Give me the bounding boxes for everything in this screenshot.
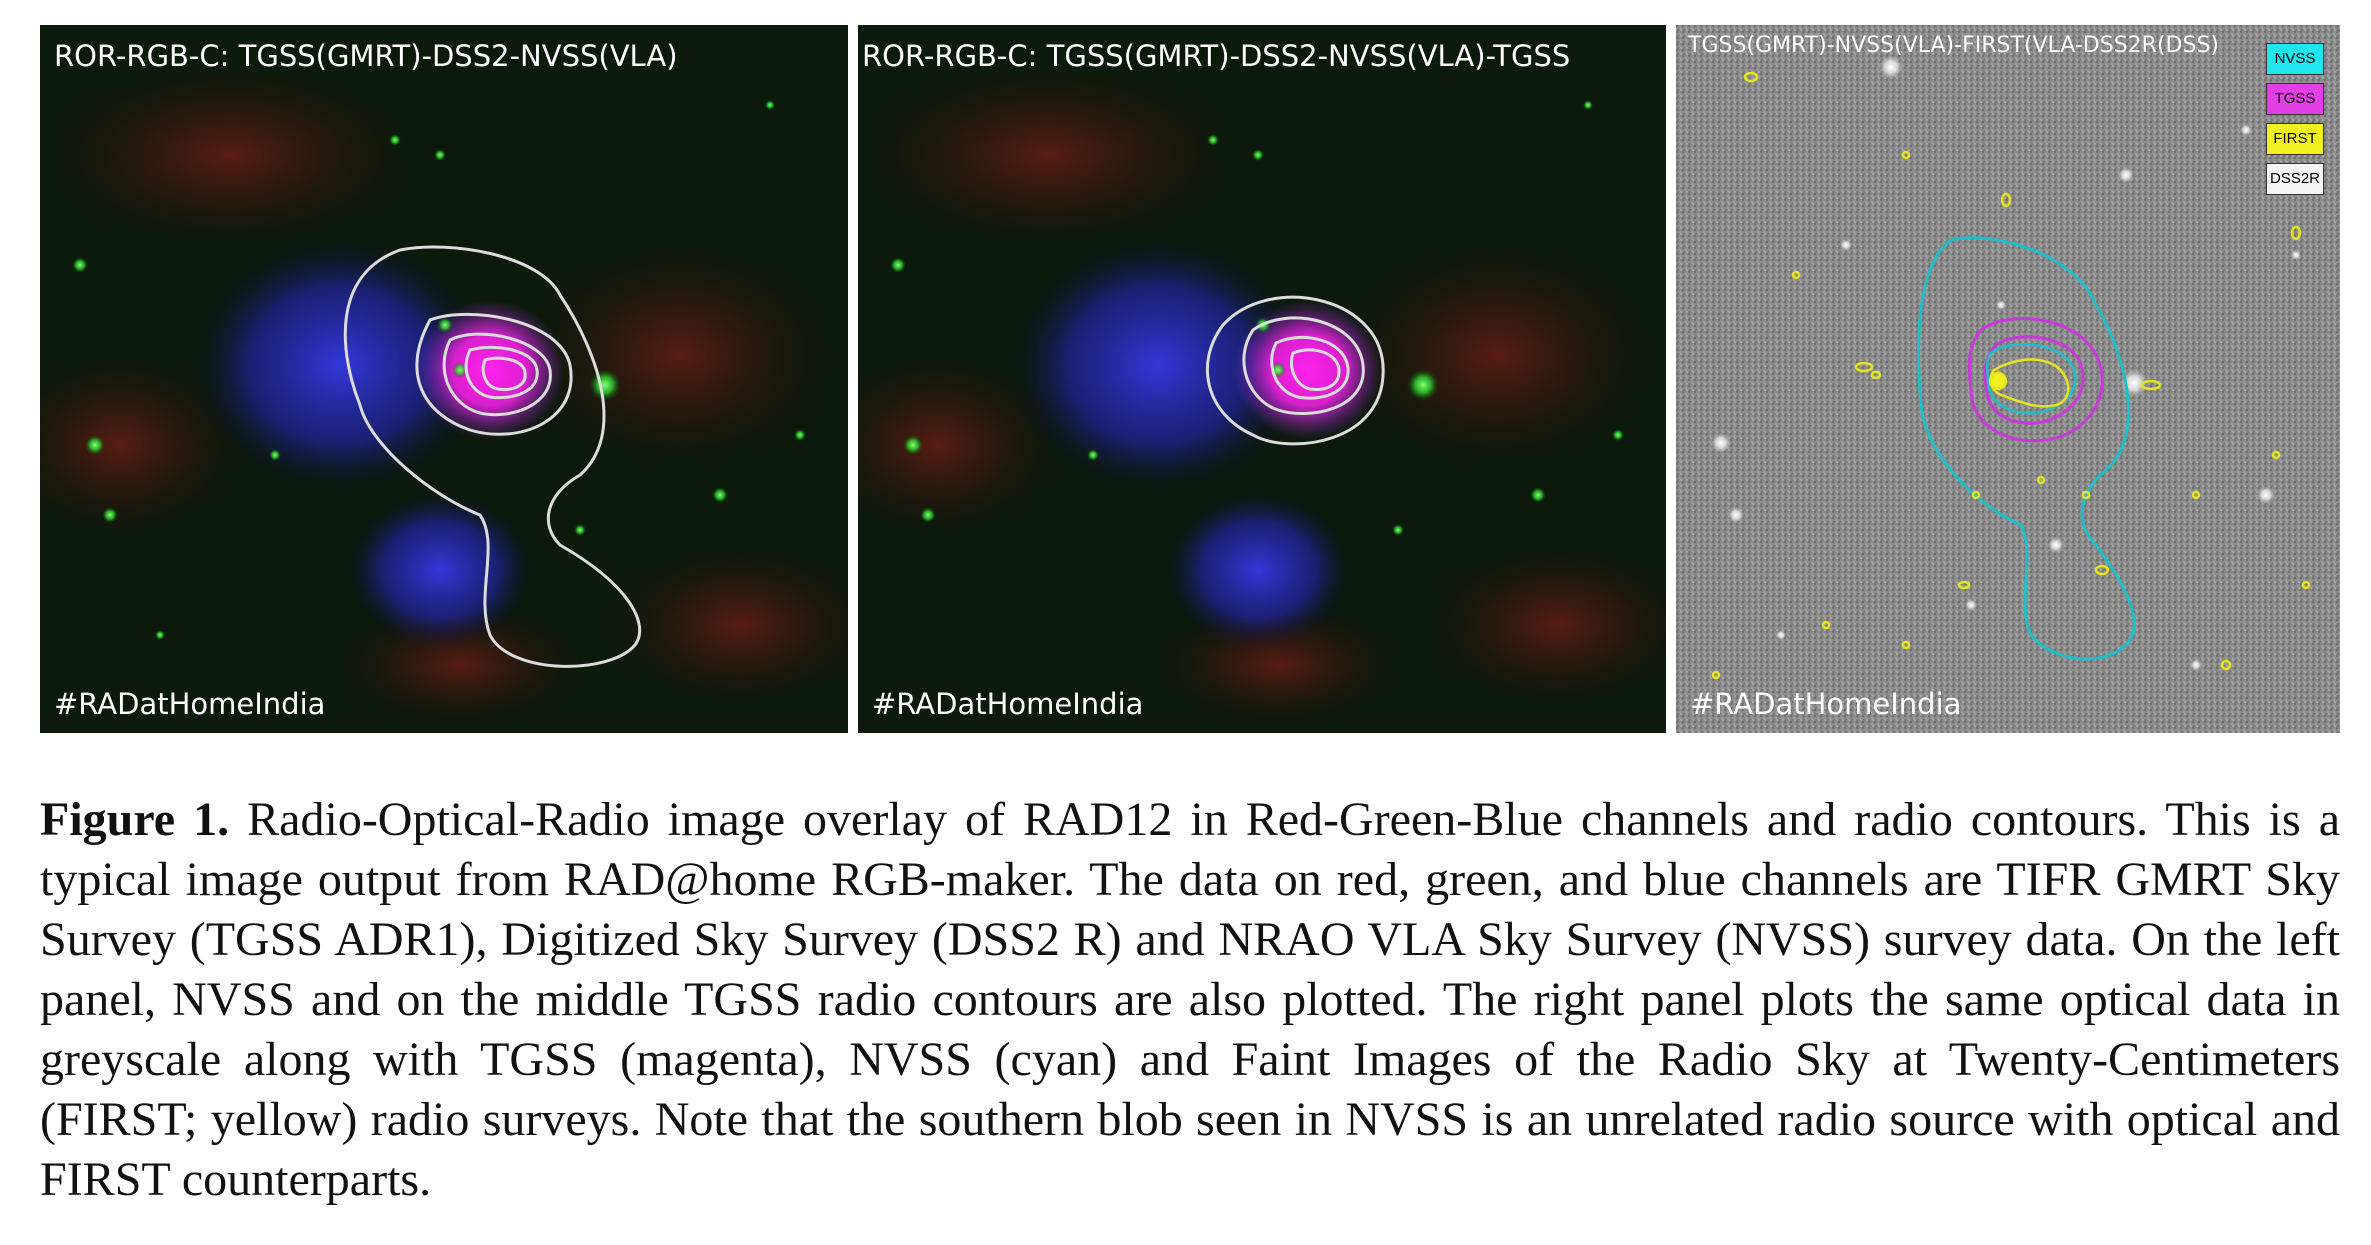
legend-item-dss2r: DSS2R [2266, 163, 2324, 195]
legend-item-first: FIRST [2266, 123, 2324, 155]
legend-item-nvss: NVSS [2266, 43, 2324, 75]
legend: NVSS TGSS FIRST DSS2R [2266, 43, 2324, 203]
panel-title: TGSS(GMRT)-NVSS(VLA)-FIRST(VLA-DSS2R(DSS… [1688, 33, 2219, 58]
legend-item-tgss: TGSS [2266, 83, 2324, 115]
rgb-image-nvss [40, 25, 848, 733]
panel-right-greyscale-contours: TGSS(GMRT)-NVSS(VLA)-FIRST(VLA-DSS2R(DSS… [1676, 25, 2340, 733]
greyscale-optical-image [1676, 25, 2340, 733]
panel-title: ROR-RGB-C: TGSS(GMRT)-DSS2-NVSS(VLA)-TGS… [862, 39, 1571, 73]
figure-row: ROR-RGB-C: TGSS(GMRT)-DSS2-NVSS(VLA) #RA… [40, 25, 2340, 733]
figure-caption: Figure 1. Radio-Optical-Radio image over… [40, 790, 2340, 1210]
caption-text: Radio-Optical-Radio image overlay of RAD… [40, 793, 2341, 1206]
hashtag-watermark: #RADatHomeIndia [872, 687, 1144, 721]
panel-title: ROR-RGB-C: TGSS(GMRT)-DSS2-NVSS(VLA) [54, 39, 678, 73]
panel-middle-rgb-tgss: ROR-RGB-C: TGSS(GMRT)-DSS2-NVSS(VLA)-TGS… [858, 25, 1666, 733]
hashtag-watermark: #RADatHomeIndia [1690, 687, 1962, 721]
caption-label: Figure 1. [40, 793, 230, 846]
hashtag-watermark: #RADatHomeIndia [54, 687, 326, 721]
rgb-image-tgss [858, 25, 1666, 733]
panel-left-rgb-nvss: ROR-RGB-C: TGSS(GMRT)-DSS2-NVSS(VLA) #RA… [40, 25, 848, 733]
